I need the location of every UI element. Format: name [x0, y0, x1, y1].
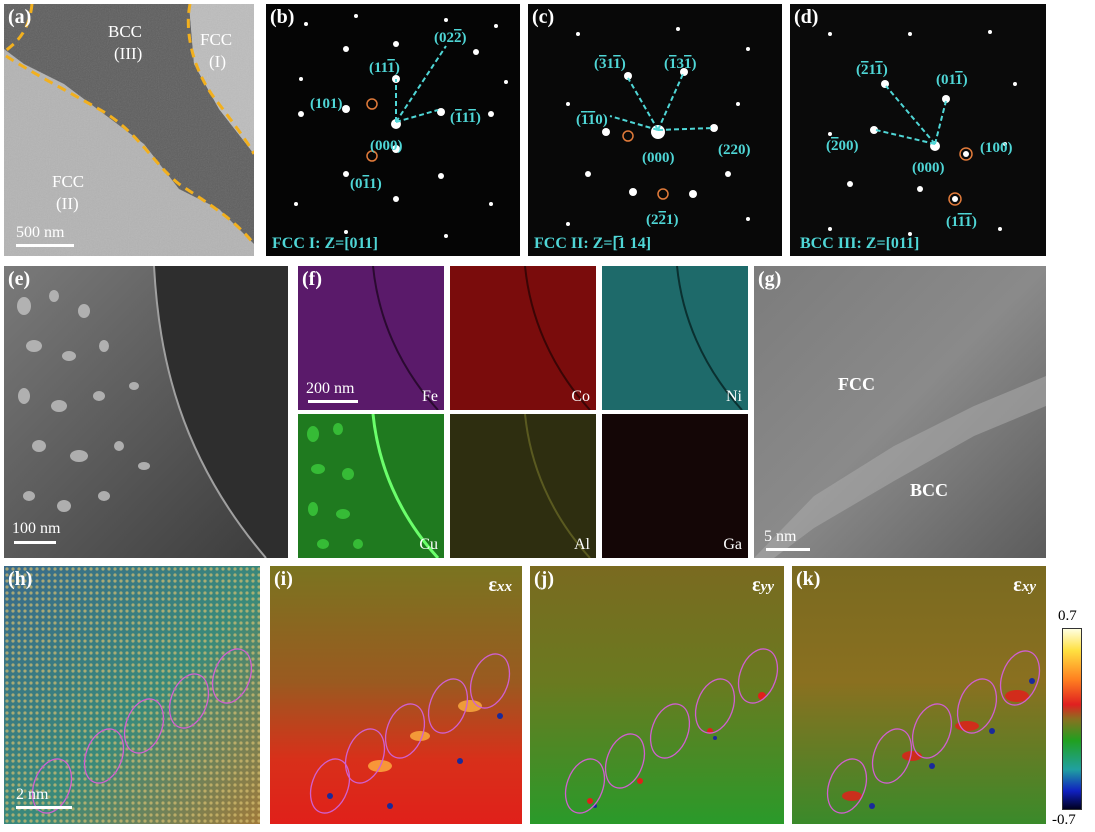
index-1-31: (131): [664, 56, 697, 72]
bcc-number: (III): [114, 44, 143, 63]
index-000-d: (000): [912, 160, 945, 176]
map-co-label: Co: [571, 388, 590, 405]
map-cu: Cu: [298, 414, 444, 558]
panel-h-image: [4, 566, 260, 824]
panel-i-label: (i): [274, 568, 293, 590]
panel-h: (h) 2 nm: [4, 566, 260, 824]
panel-a: (a) BCC (III) FCC (I) FCC (II) 500 nm: [4, 4, 254, 256]
panel-h-scalebar: [16, 806, 72, 809]
index-1-11-1: (111): [450, 110, 481, 126]
index-200: (200): [826, 138, 859, 154]
panel-e-scale-text: 100 nm: [12, 520, 61, 537]
panel-a-label: (a): [8, 6, 32, 28]
index-220: (220): [718, 142, 751, 158]
fcc1-number: (I): [209, 52, 226, 71]
index-101: (101): [310, 96, 343, 112]
panel-k: (k) εxy: [792, 566, 1046, 824]
map-ga: Ga: [602, 414, 748, 558]
panel-g-label: (g): [758, 268, 782, 290]
colorbar-max: 0.7: [1058, 608, 1077, 624]
strain-map-xy: [792, 566, 1046, 824]
map-fe-label: Fe: [422, 388, 438, 405]
panel-g: (g) FCC BCC 5 nm: [754, 266, 1046, 558]
panel-g-scalebar: [766, 548, 810, 551]
panel-g-image: [754, 266, 1046, 558]
panel-f-scale-text: 200 nm: [306, 380, 355, 397]
panel-d: (211) (011) (200) (100) (000) (111) BCC …: [790, 4, 1046, 256]
map-al: Al: [450, 414, 596, 558]
colorbar: [1054, 628, 1088, 810]
colorbar-gradient: [1062, 628, 1082, 810]
panel-e-image: [4, 266, 288, 558]
index-2-11: (211): [856, 62, 888, 78]
zone-axis-b: FCC I: Z=[011]: [272, 235, 378, 252]
panel-i: (i) εxx: [270, 566, 522, 824]
zone-axis-d: BCC III: Z=[011]: [800, 235, 919, 252]
index-11-1: (111): [369, 60, 400, 76]
panel-e-label: (e): [8, 268, 31, 290]
zone-axis-c: FCC II: Z=[̅1 14]: [534, 234, 651, 252]
fcc-label-g: FCC: [838, 374, 875, 394]
panel-a-image: [4, 4, 254, 256]
panel-f: Fe Co Ni Cu Al Ga (f) 200 nm: [298, 266, 748, 558]
panel-c-label: (c): [532, 6, 555, 28]
index-100: (100): [980, 140, 1013, 156]
panel-f-label: (f): [302, 268, 322, 290]
bcc-label: BCC: [108, 22, 143, 41]
index-3-1-1: (311): [594, 56, 626, 72]
strain-map-xx: [270, 566, 522, 824]
map-fe: Fe: [298, 266, 444, 410]
index-0-11: (011): [350, 176, 382, 192]
colorbar-min: -0.7: [1052, 812, 1076, 828]
map-ga-label: Ga: [723, 536, 742, 553]
diffraction-pattern-b: (111) (022) (101) (111) (000) (011) FCC …: [272, 14, 508, 252]
index-02-2: (022): [434, 30, 467, 46]
panel-j-label: (j): [534, 568, 554, 590]
panel-h-label: (h): [8, 568, 33, 590]
panel-h-scale-text: 2 nm: [16, 786, 49, 803]
fcc2-label: FCC: [52, 172, 85, 191]
bcc-label-g: BCC: [910, 480, 949, 500]
index-000-c: (000): [642, 150, 675, 166]
diffraction-pattern-c: (311) (131) (110) (220) (000) (221) FCC …: [534, 27, 751, 252]
index-1-1-1: (111): [946, 214, 977, 230]
panel-c: (311) (131) (110) (220) (000) (221) FCC …: [528, 4, 782, 256]
strain-label-yy: εyy: [752, 574, 774, 596]
map-ni: Ni: [602, 266, 748, 410]
map-co: Co: [450, 266, 596, 410]
index-1-10: (110): [576, 112, 608, 128]
panel-a-scale-text: 500 nm: [16, 224, 65, 241]
panel-e: (e) 100 nm: [4, 266, 288, 558]
panel-g-scale-text: 5 nm: [764, 528, 797, 545]
fcc2-number: (II): [56, 194, 79, 213]
map-al-label: Al: [574, 536, 590, 553]
strain-label-xx: εxx: [488, 574, 512, 596]
panel-e-scalebar: [14, 541, 56, 544]
panel-f-scalebar: [308, 400, 358, 403]
panel-d-label: (d): [794, 6, 819, 28]
panel-b-label: (b): [270, 6, 295, 28]
map-cu-label: Cu: [419, 536, 438, 553]
panel-k-label: (k): [796, 568, 821, 590]
panel-b: (111) (022) (101) (111) (000) (011) FCC …: [266, 4, 520, 256]
panel-j: (j) εyy: [530, 566, 784, 824]
map-ni-label: Ni: [726, 388, 742, 405]
diffraction-pattern-d: (211) (011) (200) (100) (000) (111) BCC …: [800, 30, 1017, 252]
panel-a-scalebar: [16, 244, 74, 247]
index-000-b: (000): [370, 138, 403, 154]
strain-label-xy: εxy: [1013, 574, 1036, 596]
fcc1-label: FCC: [200, 30, 233, 49]
index-2-21: (221): [646, 212, 679, 228]
index-01-1: (011): [936, 72, 968, 88]
strain-map-yy: [530, 566, 784, 824]
